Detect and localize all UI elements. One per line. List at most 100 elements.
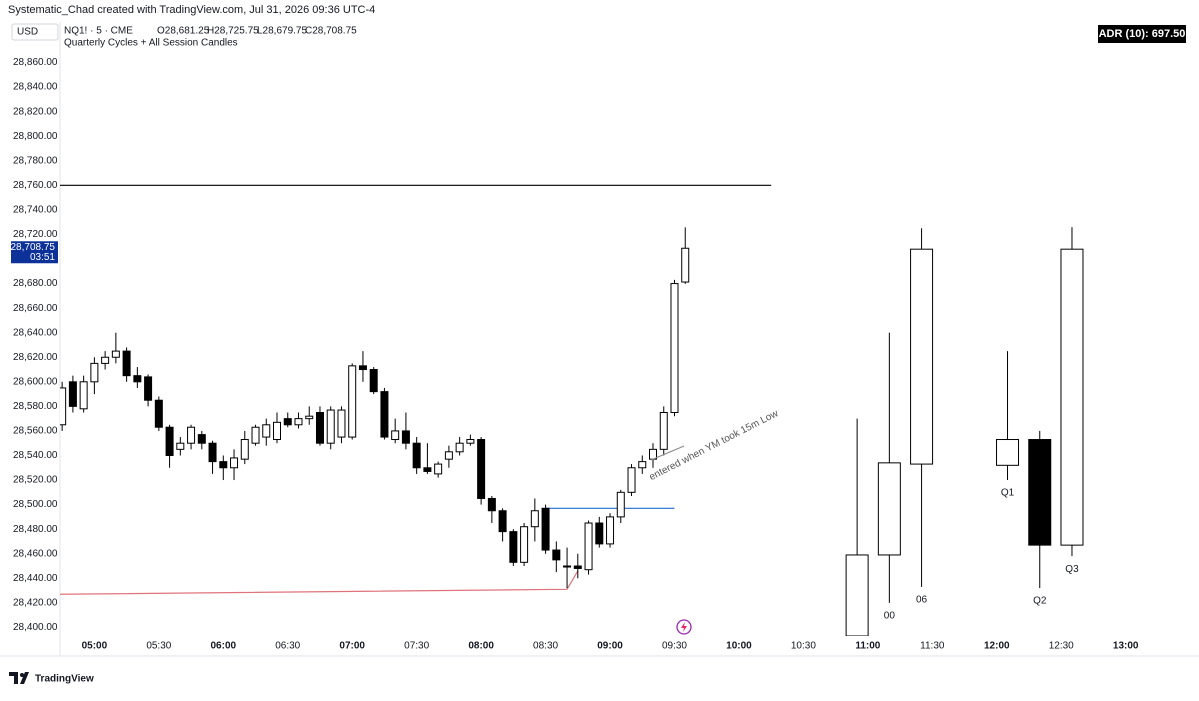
candle-body <box>910 248 934 465</box>
currency-box <box>11 23 59 41</box>
candle-body <box>348 365 357 438</box>
candle-body <box>434 463 443 475</box>
x-tick-label: 05:30 <box>146 641 171 652</box>
symbol: NQ1! · 5 · CME <box>64 26 133 37</box>
candle-body <box>509 531 518 563</box>
candle-body <box>273 421 282 441</box>
candle-body <box>305 415 314 420</box>
candle-body <box>101 356 110 364</box>
candle-body <box>573 565 582 569</box>
candle-body <box>262 424 271 438</box>
candle-body <box>79 381 88 410</box>
candle-body <box>154 399 163 428</box>
candle-body <box>401 430 410 444</box>
candle-body <box>455 442 464 453</box>
y-tick-label: 28,600.00 <box>13 376 58 387</box>
x-tick-label: 05:00 <box>82 641 108 652</box>
x-tick-label: 08:00 <box>468 641 494 652</box>
candle-body <box>111 350 120 358</box>
candle-body <box>845 554 869 636</box>
candle-body <box>337 409 346 438</box>
candle-body <box>423 467 432 472</box>
candle-body <box>358 365 367 371</box>
candle-body <box>1060 248 1084 546</box>
adr-box <box>1098 25 1186 43</box>
level-line <box>60 570 579 595</box>
y-tick-label: 28,580.00 <box>13 401 58 412</box>
candle-body <box>369 369 378 393</box>
candle-body <box>1028 439 1052 546</box>
y-tick-label: 28,560.00 <box>13 426 58 437</box>
candle-body <box>294 418 303 426</box>
candle-body <box>391 430 400 441</box>
event-icon[interactable] <box>676 619 692 635</box>
y-tick-label: 28,820.00 <box>13 106 58 117</box>
x-tick-label: 10:00 <box>726 641 752 652</box>
y-tick-label: 28,720.00 <box>13 229 58 240</box>
candle-body <box>477 439 486 499</box>
y-tick-label: 28,440.00 <box>13 573 58 584</box>
y-tick-label: 28,780.00 <box>13 155 58 166</box>
brand-logo <box>9 672 29 684</box>
candle-body <box>122 350 131 377</box>
candle-body <box>197 434 206 444</box>
y-tick-label: 28,640.00 <box>13 327 58 338</box>
x-tick-label: 09:30 <box>662 641 687 652</box>
candle-body <box>638 461 647 469</box>
candle-body <box>606 516 615 545</box>
currency: USD <box>17 27 38 38</box>
candle-body <box>877 462 901 556</box>
candle-body <box>530 510 539 528</box>
y-tick-label: 28,740.00 <box>13 205 58 216</box>
y-tick-label: 28,620.00 <box>13 352 58 363</box>
y-tick-label: 28,500.00 <box>13 499 58 510</box>
y-tick-label: 28,540.00 <box>13 450 58 461</box>
x-tick-label: 08:30 <box>533 641 558 652</box>
x-tick-label: 09:00 <box>597 641 623 652</box>
y-tick-label: 28,400.00 <box>13 622 58 633</box>
y-tick-label: 28,660.00 <box>13 303 58 314</box>
plot-area <box>60 184 1084 636</box>
x-tick-label: 11:30 <box>920 641 945 652</box>
candle-body <box>68 381 77 407</box>
x-tick-label: 10:30 <box>791 641 816 652</box>
last-price: 28,708.75 <box>11 242 56 253</box>
brand: TradingView <box>35 674 94 685</box>
candle-body <box>133 375 142 383</box>
candle-body <box>498 510 507 533</box>
adr: ADR (10): 697.50 <box>1099 28 1186 40</box>
ohlc-open: O28,681.25 <box>157 26 210 37</box>
candle-body <box>144 376 153 401</box>
candle-body <box>552 549 561 561</box>
candle-body <box>60 387 67 426</box>
x-tick-label: 06:30 <box>275 641 300 652</box>
x-tick-label: 13:00 <box>1113 641 1139 652</box>
x-tick-label: 11:00 <box>855 641 880 652</box>
candle-body <box>240 439 249 460</box>
candle-body <box>659 412 668 450</box>
x-tick-label: 12:30 <box>1049 641 1074 652</box>
candle-body <box>681 247 690 283</box>
candle-body <box>584 522 593 571</box>
y-tick-label: 28,800.00 <box>13 131 58 142</box>
candle-body <box>996 439 1020 466</box>
candle-body <box>563 565 572 568</box>
y-tick-label: 28,760.00 <box>13 180 58 191</box>
last-price-box <box>11 241 58 264</box>
candle-body <box>520 526 529 563</box>
candle-body <box>541 507 550 551</box>
y-tick-label: 28,460.00 <box>13 548 58 559</box>
candle-body <box>466 439 475 444</box>
x-tick-label: 06:00 <box>211 641 237 652</box>
candle-body <box>176 442 185 450</box>
ohlc-close: C28,708.75 <box>305 26 357 37</box>
ohlc-low: L28,679.75 <box>257 26 307 37</box>
candle-body <box>283 418 292 426</box>
y-tick-label: 28,420.00 <box>13 597 58 608</box>
candle-body <box>616 491 625 518</box>
cycle-label: 06 <box>916 595 928 606</box>
candle-body <box>230 457 239 469</box>
candle-body <box>444 451 453 460</box>
y-tick-label: 28,840.00 <box>13 82 58 93</box>
